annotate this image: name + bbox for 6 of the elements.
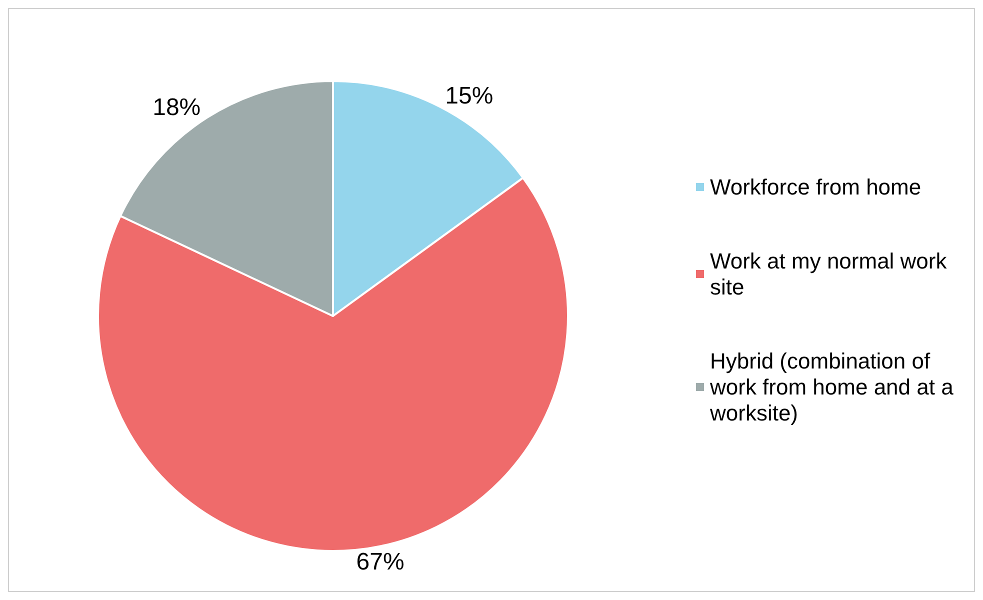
legend-label: Hybrid (combination of work from home and at a worksite) (709, 348, 960, 426)
data-label: 18% (152, 94, 201, 121)
data-label: 15% (445, 82, 494, 110)
legend-label: Workforce from home (710, 174, 922, 200)
data-label: 67% (356, 548, 404, 576)
legend-label: Work at my normal work site (710, 248, 953, 300)
